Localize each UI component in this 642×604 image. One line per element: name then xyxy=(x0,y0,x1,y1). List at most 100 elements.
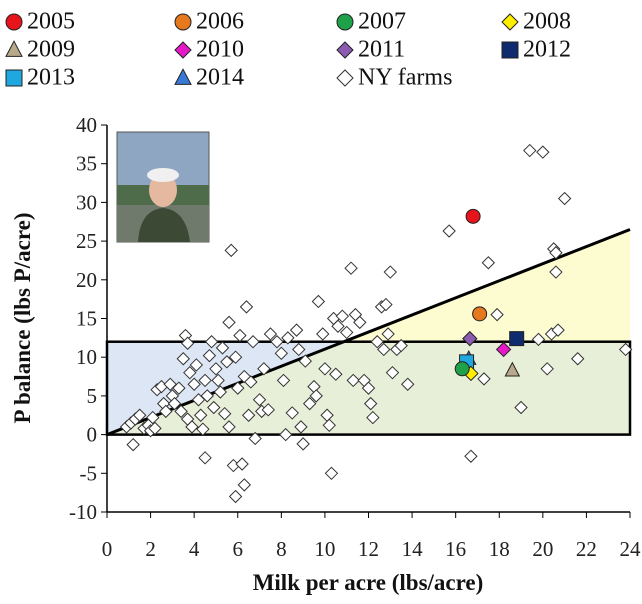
data-point xyxy=(353,315,367,330)
x-tick-label: 4 xyxy=(189,537,200,561)
data-point xyxy=(263,327,278,341)
legend-marker xyxy=(174,68,192,85)
legend-label: 2011 xyxy=(358,37,405,63)
data-point xyxy=(209,362,223,376)
x-tick-label: 6 xyxy=(233,537,244,561)
y-tick-label: 5 xyxy=(87,384,98,408)
data-point xyxy=(274,346,289,361)
data-point xyxy=(222,420,236,434)
data-point xyxy=(316,327,330,341)
data-point xyxy=(233,328,247,343)
data-point xyxy=(296,437,310,451)
data-point xyxy=(442,224,456,238)
data-point xyxy=(472,306,488,322)
legend-marker xyxy=(336,13,354,31)
legend-label: NY farms xyxy=(358,65,452,91)
y-tick-label: 30 xyxy=(76,190,97,214)
legend-label: 2013 xyxy=(27,65,75,91)
data-point xyxy=(514,400,528,415)
data-point xyxy=(187,377,201,391)
data-point xyxy=(366,410,380,425)
data-point xyxy=(215,341,230,355)
data-point xyxy=(324,466,339,481)
data-point xyxy=(198,373,212,388)
data-point xyxy=(361,381,376,395)
data-point xyxy=(340,325,354,340)
data-point xyxy=(335,309,350,323)
x-axis-title: Milk per acre (lbs/acre) xyxy=(253,570,484,595)
data-point xyxy=(331,319,345,333)
x-tick-label: 0 xyxy=(102,537,113,561)
data-point xyxy=(298,354,313,368)
data-point xyxy=(531,332,546,347)
legend-marker xyxy=(336,69,354,87)
data-point xyxy=(246,335,260,349)
data-point xyxy=(146,410,160,425)
data-point xyxy=(618,342,633,357)
data-point xyxy=(193,408,208,422)
legend-label: 2012 xyxy=(523,37,571,63)
data-point xyxy=(180,336,195,350)
data-point xyxy=(549,246,563,260)
data-point xyxy=(228,489,243,504)
data-point xyxy=(248,431,262,446)
data-point xyxy=(198,451,212,465)
y-tick-label: 40 xyxy=(76,113,97,137)
y-tick-label: -5 xyxy=(80,461,98,485)
data-point xyxy=(222,315,236,330)
legend-label: 2006 xyxy=(196,9,244,35)
data-point xyxy=(346,373,360,388)
data-point xyxy=(174,404,188,419)
y-tick-label: 35 xyxy=(76,152,97,176)
y-tick-label: 20 xyxy=(76,268,97,292)
data-point xyxy=(477,372,491,386)
data-point xyxy=(401,377,415,391)
y-tick-label: -10 xyxy=(69,500,97,524)
y-axis-title: P balance (lbs P/acre) xyxy=(10,212,35,423)
data-point xyxy=(570,352,585,366)
data-point xyxy=(523,143,537,158)
x-tick-label: 16 xyxy=(445,537,466,561)
legend-marker xyxy=(336,41,354,59)
data-point xyxy=(207,400,221,415)
data-point xyxy=(462,330,478,347)
data-point xyxy=(235,457,249,471)
data-point xyxy=(344,261,358,275)
data-point xyxy=(381,327,395,341)
data-point xyxy=(239,300,254,314)
legend-label: 2009 xyxy=(27,37,75,63)
y-tick-label: 0 xyxy=(87,423,98,447)
data-point xyxy=(536,145,550,159)
legend-label: 2007 xyxy=(358,9,406,35)
x-tick-label: 2 xyxy=(145,537,156,561)
legend-marker xyxy=(501,13,519,31)
x-tick-label: 18 xyxy=(489,537,510,561)
data-point xyxy=(289,323,304,337)
data-point xyxy=(241,408,256,422)
data-point xyxy=(454,361,470,377)
legend-label: 2005 xyxy=(27,9,75,35)
data-point xyxy=(481,256,496,270)
x-tick-label: 8 xyxy=(276,537,287,561)
data-point xyxy=(394,338,408,353)
legend-label: 2008 xyxy=(523,9,571,35)
data-point xyxy=(379,297,393,312)
legend-label: 2010 xyxy=(196,37,244,63)
data-point xyxy=(490,307,504,322)
data-point xyxy=(318,362,332,376)
data-point xyxy=(270,335,284,349)
legend-marker xyxy=(5,69,23,87)
data-point xyxy=(217,406,232,421)
legend-marker xyxy=(501,41,519,59)
x-tick-label: 22 xyxy=(576,537,597,561)
data-point xyxy=(504,361,521,377)
y-tick-label: 25 xyxy=(76,229,97,253)
data-point xyxy=(172,381,186,395)
x-tick-label: 10 xyxy=(314,537,335,561)
data-point xyxy=(377,342,391,357)
data-point xyxy=(557,191,572,206)
data-point xyxy=(189,358,204,372)
data-point xyxy=(549,265,563,279)
data-point xyxy=(185,420,199,434)
